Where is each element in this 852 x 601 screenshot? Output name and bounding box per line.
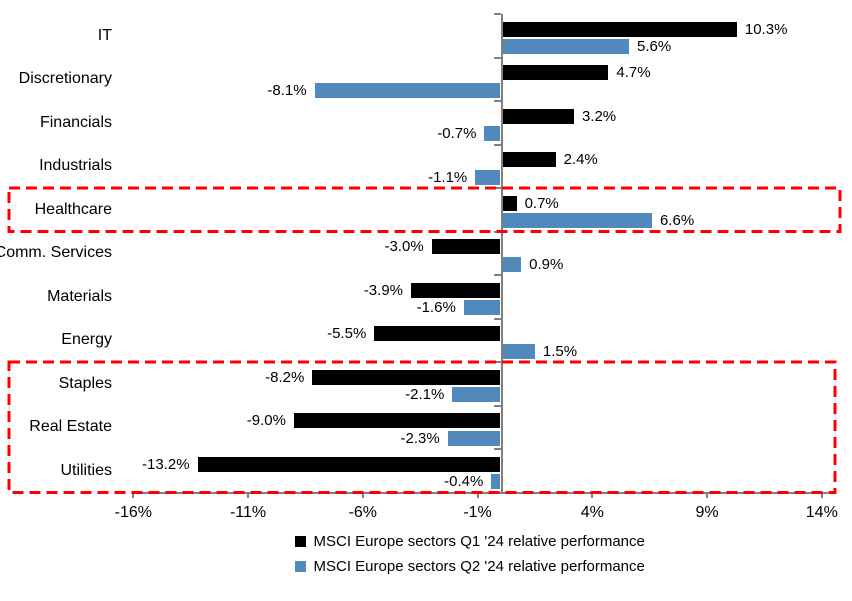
x-tick-label: -16% bbox=[114, 504, 152, 521]
legend-marker-q2 bbox=[294, 561, 306, 572]
x-axis-tick bbox=[247, 492, 250, 498]
bar-q2 bbox=[500, 213, 652, 228]
category-label: IT bbox=[97, 26, 112, 44]
bar-q2 bbox=[314, 82, 501, 98]
category-label: Real Estate bbox=[29, 418, 112, 436]
y-axis-tick bbox=[493, 13, 501, 15]
x-tick-label: -1% bbox=[463, 504, 492, 521]
x-tick-label: -11% bbox=[229, 504, 267, 521]
y-axis-tick bbox=[493, 404, 501, 407]
y-axis-line bbox=[500, 14, 503, 492]
value-label: 0.9% bbox=[529, 255, 564, 273]
value-label: -2.1% bbox=[405, 386, 445, 403]
value-label: -0.7% bbox=[437, 125, 477, 142]
x-axis-tick bbox=[361, 492, 364, 498]
value-label: 10.3% bbox=[744, 20, 788, 38]
value-label: -13.2% bbox=[142, 455, 190, 473]
value-label: -1.1% bbox=[428, 168, 468, 186]
y-axis-tick bbox=[493, 143, 501, 146]
value-label: 3.2% bbox=[581, 107, 617, 125]
value-label: -3.0% bbox=[384, 238, 424, 255]
y-axis-tick bbox=[493, 274, 501, 276]
x-axis-line bbox=[133, 492, 828, 494]
bar-q1 bbox=[500, 21, 737, 37]
y-axis-tick bbox=[493, 491, 501, 494]
value-label: -3.9% bbox=[363, 281, 403, 299]
y-axis-tick bbox=[493, 230, 501, 233]
bar-q2 bbox=[447, 430, 501, 446]
bar-q1 bbox=[431, 239, 501, 254]
bar-q2 bbox=[463, 300, 501, 315]
y-axis-tick bbox=[493, 317, 501, 320]
legend-marker-q1 bbox=[294, 536, 306, 547]
x-tick-label: -6% bbox=[348, 504, 378, 521]
bar-q1 bbox=[312, 369, 501, 385]
legend-label-q2: MSCI Europe sectors Q2 '24 relative perf… bbox=[313, 558, 645, 575]
y-axis-tick bbox=[493, 100, 501, 102]
value-label: 1.5% bbox=[542, 342, 578, 360]
y-axis-tick bbox=[493, 448, 501, 450]
category-label: Staples bbox=[58, 374, 112, 392]
bar-q1 bbox=[500, 195, 517, 211]
category-label: Healthcare bbox=[34, 200, 112, 218]
x-tick-label: 4% bbox=[580, 504, 604, 521]
bar-q1 bbox=[500, 65, 609, 80]
value-label: 6.6% bbox=[659, 212, 695, 229]
x-axis-tick bbox=[132, 492, 135, 498]
x-axis-tick bbox=[706, 492, 709, 498]
category-label: Materials bbox=[47, 287, 112, 305]
category-label: Industrials bbox=[39, 157, 112, 175]
value-label: 4.7% bbox=[616, 64, 651, 81]
bar-q1 bbox=[374, 326, 501, 341]
value-label: -0.4% bbox=[444, 473, 484, 490]
value-label: -9.0% bbox=[246, 412, 286, 429]
bar-q1 bbox=[293, 413, 501, 428]
legend-label-q1: MSCI Europe sectors Q1 '24 relative perf… bbox=[313, 533, 645, 550]
bar-q1 bbox=[500, 108, 574, 124]
bar-q2 bbox=[452, 387, 501, 402]
bar-q2 bbox=[500, 39, 630, 54]
bar-q2 bbox=[500, 343, 535, 359]
bar-q2 bbox=[491, 474, 501, 489]
value-label: 2.4% bbox=[563, 151, 598, 168]
y-axis-tick bbox=[493, 361, 501, 363]
x-axis-tick bbox=[591, 492, 594, 498]
bar-q1 bbox=[410, 282, 501, 298]
category-label: Discretionary bbox=[18, 70, 112, 88]
highlight-dashed-box bbox=[7, 186, 842, 233]
y-axis-tick bbox=[493, 187, 501, 189]
value-label: 5.6% bbox=[637, 38, 672, 55]
category-label: Financials bbox=[39, 113, 112, 131]
x-axis-tick bbox=[820, 492, 823, 498]
bar-q1 bbox=[197, 456, 501, 472]
category-label: Comm. Services bbox=[0, 244, 112, 262]
value-label: -5.5% bbox=[327, 325, 367, 342]
x-tick-label: 9% bbox=[695, 504, 719, 521]
value-label: -1.6% bbox=[416, 299, 456, 316]
value-label: -2.3% bbox=[400, 429, 440, 447]
value-label: -8.1% bbox=[267, 81, 307, 99]
category-label: Energy bbox=[61, 331, 112, 349]
bar-q2 bbox=[484, 126, 501, 141]
legend-row-q1: MSCI Europe sectors Q1 '24 relative perf… bbox=[294, 533, 667, 550]
y-axis-tick bbox=[493, 56, 501, 59]
legend-row-q2: MSCI Europe sectors Q2 '24 relative perf… bbox=[294, 558, 667, 575]
bar-q2 bbox=[475, 169, 501, 185]
category-label: Utilities bbox=[60, 461, 112, 479]
legend: MSCI Europe sectors Q1 '24 relative perf… bbox=[133, 533, 828, 575]
bar-q2 bbox=[500, 256, 522, 272]
x-axis-tick bbox=[476, 492, 479, 498]
value-label: -8.2% bbox=[265, 368, 305, 386]
x-tick-label: 14% bbox=[805, 504, 838, 521]
value-label: 0.7% bbox=[524, 194, 559, 212]
bar-q1 bbox=[500, 152, 556, 167]
